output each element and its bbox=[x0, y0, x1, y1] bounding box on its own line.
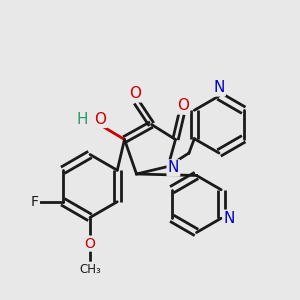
Text: F: F bbox=[31, 195, 39, 209]
Text: N: N bbox=[224, 211, 235, 226]
Text: N: N bbox=[168, 160, 179, 175]
Text: O: O bbox=[85, 237, 95, 250]
Text: CH₃: CH₃ bbox=[79, 262, 101, 276]
Text: N: N bbox=[213, 80, 225, 95]
Text: O: O bbox=[129, 86, 141, 101]
Text: H: H bbox=[77, 112, 88, 127]
Text: O: O bbox=[94, 112, 106, 127]
Text: O: O bbox=[177, 98, 189, 113]
